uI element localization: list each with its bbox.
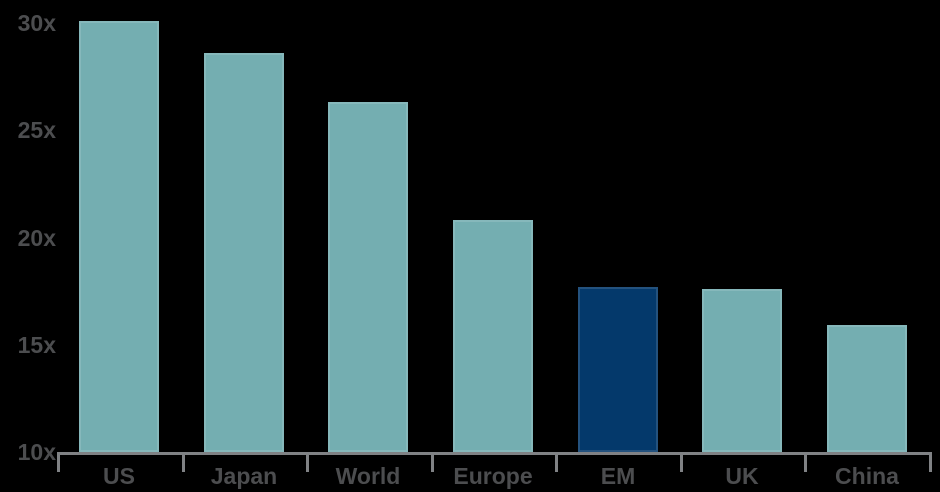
y-tick-label-20x: 20x [17, 224, 56, 251]
x-axis-tick [182, 452, 185, 472]
bar-japan [204, 53, 284, 452]
y-tick-label-30x: 30x [17, 10, 56, 36]
x-tick-label-uk: UK [725, 463, 759, 489]
x-tick-label-world: World [335, 463, 401, 489]
y-tick-label-25x: 25x [17, 117, 56, 144]
bar-china [827, 325, 907, 452]
bar-europe [453, 220, 533, 452]
x-axis-tick [680, 452, 683, 472]
x-tick-label-em: EM [600, 463, 636, 489]
x-axis-tick [929, 452, 932, 472]
x-axis-tick [555, 452, 558, 472]
x-axis-tick [431, 452, 434, 472]
y-tick-label-10x: 10x [17, 439, 56, 465]
x-tick-label-us: US [103, 463, 135, 489]
bar-us [79, 21, 159, 452]
bar-uk [702, 289, 782, 452]
x-tick-label-japan: Japan [210, 463, 278, 489]
x-axis-tick [306, 452, 309, 472]
bar-em [578, 287, 658, 452]
x-axis-tick [804, 452, 807, 472]
x-tick-label-europe: Europe [453, 463, 533, 489]
x-axis-tick [57, 452, 60, 472]
x-axis-line [57, 452, 932, 455]
y-tick-label-15x: 15x [17, 331, 56, 358]
bar-world [328, 102, 408, 452]
x-tick-label-china: China [835, 463, 899, 489]
